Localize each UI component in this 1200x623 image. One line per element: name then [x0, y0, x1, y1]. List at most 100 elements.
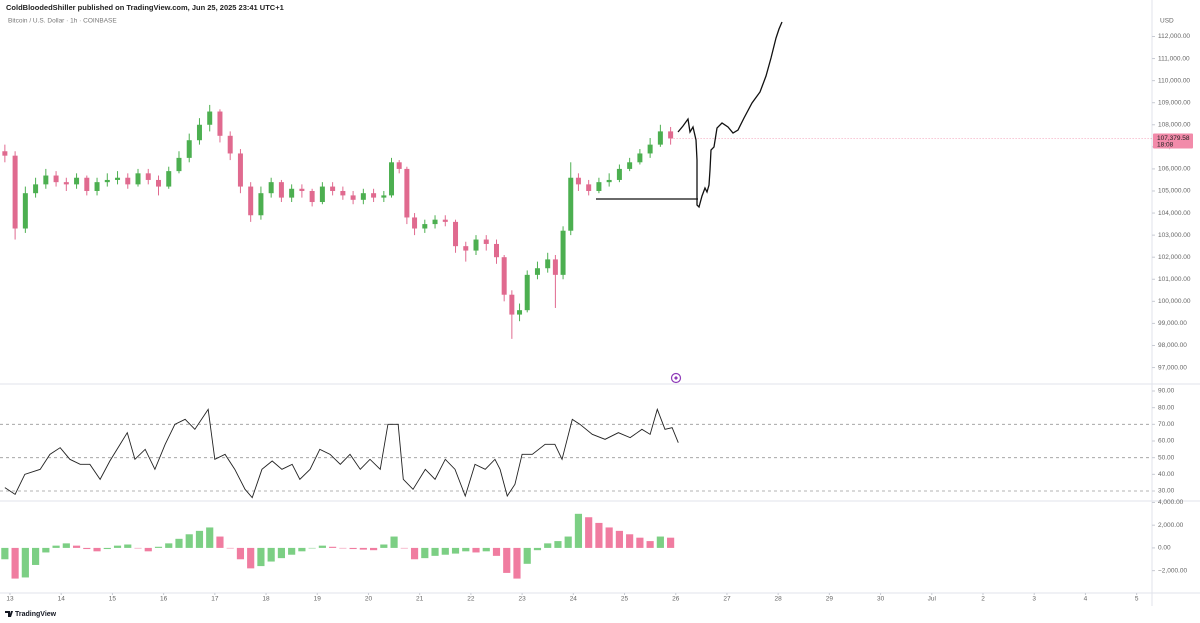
candle-body — [657, 131, 663, 145]
x-tick-label: 27 — [723, 596, 731, 603]
histogram-bar — [247, 547, 255, 569]
histogram-bar — [513, 547, 521, 579]
y-tick-label: 110,000.00 — [1158, 77, 1190, 84]
candle-body — [207, 111, 213, 125]
candle-body — [575, 177, 581, 185]
candle-body — [237, 153, 243, 187]
candle-body — [166, 171, 172, 187]
candle-body — [517, 310, 523, 315]
histogram-bar — [400, 547, 408, 549]
histogram-bar — [226, 547, 234, 549]
currency: USD — [1160, 18, 1174, 25]
histogram-bar — [185, 534, 193, 548]
drawn-projection — [677, 21, 783, 209]
candle-body — [12, 155, 18, 229]
candle-body — [94, 182, 100, 191]
candle-body — [442, 219, 448, 222]
histogram-bar — [11, 547, 19, 579]
candle-body — [155, 179, 161, 187]
candle-body — [586, 184, 592, 191]
candle-body — [396, 162, 402, 169]
candle-body — [668, 131, 674, 139]
x-tick-label: 15 — [109, 596, 117, 603]
x-tick-label: 24 — [570, 596, 578, 603]
candle-body — [22, 193, 28, 229]
y-tick-label: 112,000.00 — [1158, 33, 1190, 40]
x-tick-label: Jul — [928, 596, 937, 603]
y-tick-label: 100,000.00 — [1158, 298, 1191, 305]
histogram-bar — [564, 536, 572, 548]
candle-body — [33, 184, 39, 194]
candle-body — [463, 246, 469, 251]
x-tick-label: 19 — [314, 596, 322, 603]
candle-body — [340, 190, 346, 196]
footer-logo: TradingView — [5, 611, 57, 618]
candle-body — [330, 186, 336, 191]
histogram-bar — [267, 547, 275, 562]
candle-body — [422, 224, 428, 229]
histogram-bar — [21, 547, 29, 578]
candle-body — [473, 239, 479, 251]
x-tick-label: 14 — [58, 596, 66, 603]
y-tick-label: 30.00 — [1158, 488, 1175, 495]
histogram-bar — [656, 536, 664, 548]
histogram-bar — [441, 547, 449, 555]
y-tick-label: 102,000.00 — [1158, 254, 1191, 261]
candle-body — [176, 157, 182, 172]
x-tick-label: 16 — [160, 596, 168, 603]
x-tick-label: 18 — [262, 596, 270, 603]
x-tick-label: 17 — [211, 596, 219, 603]
x-tick-label: 30 — [877, 596, 885, 603]
y-tick-label: −2,000.00 — [1158, 567, 1187, 574]
histogram-bar — [636, 537, 644, 548]
histogram-bar — [523, 547, 531, 564]
candle-body — [43, 175, 49, 185]
histogram-bar — [206, 527, 214, 548]
replay-icon-glyph[interactable] — [674, 376, 678, 380]
x-tick-label: 25 — [621, 596, 629, 603]
logo-glyph — [5, 611, 13, 617]
histogram-bar — [72, 545, 81, 548]
symbol: Bitcoin / U.S. Dollar · 1h · COINBASE — [8, 18, 117, 25]
histogram-bar — [544, 543, 552, 548]
x-tick-label: 28 — [775, 596, 783, 603]
candle-body — [309, 190, 315, 203]
histogram-bar — [175, 538, 183, 548]
x-tick-label: 5 — [1135, 596, 1139, 603]
histogram-bar — [554, 541, 562, 548]
y-tick-label: 106,000.00 — [1158, 166, 1191, 173]
candle-body — [627, 162, 633, 169]
y-tick-label: 103,000.00 — [1158, 232, 1191, 239]
candle-body — [545, 259, 551, 269]
candle-body — [104, 179, 110, 183]
candle-body — [319, 186, 325, 203]
candle-body — [412, 217, 418, 229]
candle-body — [381, 195, 387, 198]
histogram-bar — [32, 547, 40, 565]
replay-icon[interactable] — [670, 372, 682, 384]
candle-body — [227, 135, 233, 154]
histogram-bar — [503, 547, 511, 573]
histogram-bar — [380, 544, 388, 548]
histogram-bar — [646, 541, 654, 548]
candle-body — [493, 243, 499, 258]
candle-body — [371, 193, 377, 198]
candle-body — [74, 177, 80, 185]
candle-body — [2, 151, 8, 156]
y-tick-label: 99,000.00 — [1158, 320, 1187, 327]
histogram-bar — [154, 546, 163, 548]
replay-icon-ring[interactable] — [670, 372, 682, 384]
histogram-bar — [93, 547, 101, 552]
candle-body — [616, 168, 622, 180]
histogram-bar — [124, 544, 132, 548]
candle-body — [552, 259, 558, 275]
x-tick-label: 29 — [826, 596, 834, 603]
histogram-bar — [451, 547, 460, 554]
histogram-bar — [298, 547, 306, 552]
histogram-bar — [113, 545, 122, 548]
y-tick-label: 101,000.00 — [1158, 276, 1191, 283]
y-tick-label: 2,000.00 — [1158, 522, 1184, 529]
histogram-bar — [595, 522, 603, 548]
histogram-bar — [52, 545, 60, 548]
